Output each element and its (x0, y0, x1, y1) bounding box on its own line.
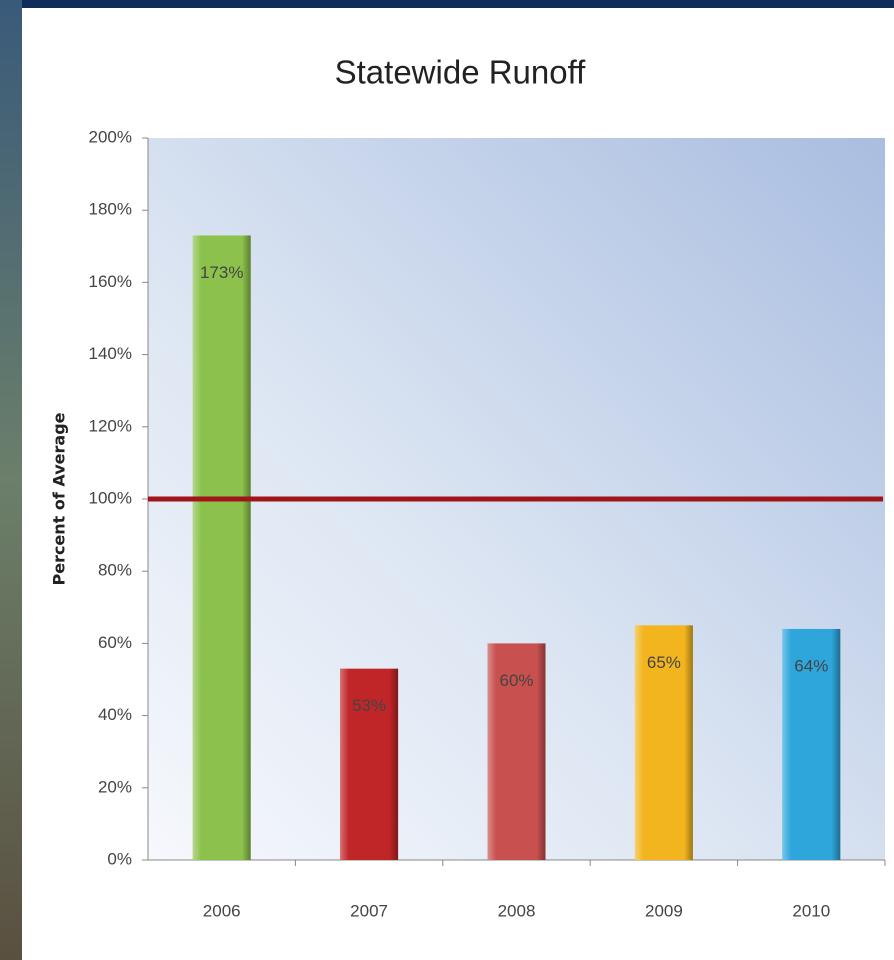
chart-title: Statewide Runoff (335, 54, 587, 91)
bar-shade (634, 625, 693, 860)
value-label: 64% (794, 656, 828, 675)
y-tick-label: 140% (89, 344, 132, 363)
x-tick-label: 2009 (645, 901, 683, 920)
bar-shade (192, 235, 251, 861)
value-label: 173% (200, 263, 243, 282)
y-tick-label: 180% (89, 200, 132, 219)
y-tick-label: 40% (98, 705, 132, 724)
y-tick-label: 0% (107, 849, 132, 868)
x-tick-label: 2006 (203, 901, 241, 920)
x-tick-label: 2008 (498, 901, 536, 920)
bar-shade (340, 668, 399, 860)
y-tick-label: 80% (98, 561, 132, 580)
y-tick-label: 60% (98, 633, 132, 652)
y-tick-label: 200% (89, 127, 132, 146)
y-tick-label: 120% (89, 416, 132, 435)
bar-shade (782, 628, 841, 860)
y-tick-label: 100% (89, 488, 132, 507)
photo-strip (0, 0, 22, 960)
y-tick-label: 20% (98, 777, 132, 796)
value-label: 53% (352, 696, 386, 715)
bar-shade (487, 643, 546, 860)
y-axis-label: Percent of Average (50, 412, 69, 585)
x-tick-label: 2007 (350, 901, 388, 920)
value-label: 60% (499, 671, 533, 690)
x-tick-label: 2010 (792, 901, 830, 920)
y-tick-label: 160% (89, 272, 132, 291)
value-label: 65% (647, 653, 681, 672)
